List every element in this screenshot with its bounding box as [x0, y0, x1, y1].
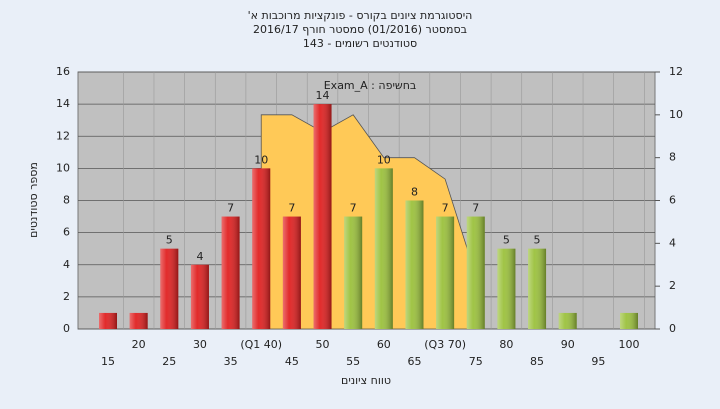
- value-label: 4: [196, 250, 203, 263]
- annotation: בחשיפה : Exam_A: [324, 79, 417, 92]
- value-label: 10: [254, 153, 268, 166]
- y-tick-label: 2: [63, 290, 70, 303]
- x-tick-label: 75: [469, 355, 483, 368]
- y-tick-label: 8: [63, 194, 70, 207]
- x-tick-label: 30: [193, 338, 207, 351]
- bar-shade: [405, 200, 424, 329]
- x-tick-label: 45: [285, 355, 299, 368]
- y2-tick-label: 4: [669, 236, 676, 249]
- bar-shade: [620, 312, 638, 329]
- bar-shade: [344, 216, 363, 329]
- x-tick-label: 20: [132, 338, 146, 351]
- x-tick-label: 55: [346, 355, 360, 368]
- bar-shade: [313, 104, 332, 329]
- value-label: 7: [472, 202, 479, 215]
- y-tick-label: 12: [56, 129, 70, 142]
- x-tick-label: (Q1 40): [240, 338, 282, 351]
- y-tick-label: 16: [56, 65, 70, 78]
- value-label: 7: [227, 202, 234, 215]
- y-tick-label: 4: [63, 258, 70, 271]
- bar-shade: [528, 248, 547, 329]
- y2-tick-label: 8: [669, 151, 676, 164]
- bar-shade: [160, 248, 179, 329]
- value-label: 5: [503, 234, 510, 247]
- y-tick-label: 0: [63, 322, 70, 335]
- value-label: 14: [316, 89, 330, 102]
- bar-shade: [436, 216, 455, 329]
- value-label: 7: [288, 202, 295, 215]
- value-label: 10: [377, 153, 391, 166]
- subtitle: בסמסטר (01/2016) סמסטר חורף 2016/17: [253, 23, 467, 36]
- x-tick-label: 50: [316, 338, 330, 351]
- value-label: 5: [166, 234, 173, 247]
- y2-tick-label: 12: [669, 65, 683, 78]
- x-tick-label: (Q3 70): [424, 338, 466, 351]
- value-label: 7: [350, 202, 357, 215]
- x-tick-label: 15: [101, 355, 115, 368]
- bar-shade: [374, 168, 393, 329]
- x-tick-label: 25: [162, 355, 176, 368]
- x-tick-label: 65: [407, 355, 421, 368]
- y-tick-label: 6: [63, 226, 70, 239]
- value-label: 8: [411, 186, 418, 199]
- y2-tick-label: 0: [669, 322, 676, 335]
- bar-shade: [282, 216, 301, 329]
- value-label: 7: [442, 202, 449, 215]
- x-tick-label: 60: [377, 338, 391, 351]
- y2-tick-label: 10: [669, 108, 683, 121]
- bar-shade: [221, 216, 240, 329]
- y2-tick-label: 2: [669, 279, 676, 292]
- x-tick-label: 85: [530, 355, 544, 368]
- bar-shade: [190, 264, 209, 329]
- bar-shade: [466, 216, 485, 329]
- x-tick-label: 90: [561, 338, 575, 351]
- y-axis-label: מספר סטודנטים: [27, 162, 40, 238]
- x-axis-label: טווח ציונים: [341, 374, 391, 387]
- y2-tick-label: 6: [669, 194, 676, 207]
- y-tick-label: 10: [56, 161, 70, 174]
- bar-shade: [252, 168, 271, 329]
- bar-shade: [558, 312, 577, 329]
- bar-shade: [497, 248, 516, 329]
- x-tick-label: 35: [224, 355, 238, 368]
- value-label: 5: [534, 234, 541, 247]
- x-tick-label: 95: [591, 355, 605, 368]
- bar-shade: [129, 312, 148, 329]
- x-tick-label: 80: [499, 338, 513, 351]
- subtitle: סטודנטים רשומים - 143: [303, 37, 417, 50]
- y-tick-label: 14: [56, 97, 70, 110]
- chart-title: היסטוגרמת ציונים בקורס - פונקציות מרוכבו…: [248, 9, 473, 22]
- bar-shade: [99, 312, 117, 329]
- x-tick-label: 100: [619, 338, 640, 351]
